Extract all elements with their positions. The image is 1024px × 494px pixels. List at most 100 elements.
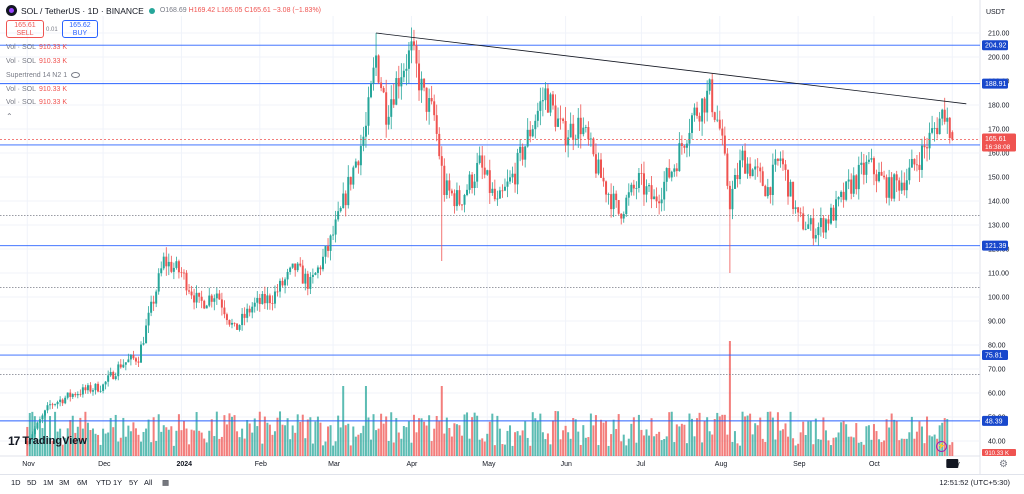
volume-bar — [653, 436, 656, 456]
indicator-legend-vol-3[interactable]: Vol · SOL 910.33 K — [6, 86, 67, 93]
candle-body — [883, 175, 886, 178]
gear-icon[interactable]: ⚙ — [999, 459, 1008, 470]
volume-bar — [751, 434, 754, 456]
indicator-legend-vol-2[interactable]: Vol · SOL 910.33 K — [6, 58, 67, 65]
sell-button[interactable]: 165.61 SELL — [6, 20, 44, 38]
candle-body — [567, 137, 570, 146]
candle-body — [198, 292, 201, 297]
level-price-tag[interactable] — [982, 415, 1008, 426]
volume-bar — [602, 422, 605, 456]
volume-bar — [236, 431, 239, 456]
candle-body — [31, 434, 34, 440]
timeframe-5y[interactable]: 5Y — [129, 478, 139, 487]
timeframe-1y[interactable]: 1Y — [113, 478, 123, 487]
candle-body — [377, 55, 380, 83]
level-price-tag[interactable] — [982, 40, 1008, 51]
y-tick-label: 170.00 — [988, 127, 1010, 134]
indicator-legend-vol-1[interactable]: Vol · SOL 910.33 K — [6, 44, 67, 51]
candle-body — [215, 293, 218, 299]
volume-price-label: 910.33 K — [985, 451, 1009, 457]
buy-price: 165.62 — [69, 22, 91, 29]
candle-body — [324, 246, 327, 257]
volume-bar — [316, 416, 319, 456]
x-tick-label: Aug — [715, 461, 728, 468]
volume-bar — [423, 421, 426, 456]
level-price-tag[interactable] — [982, 78, 1008, 89]
volume-bar — [38, 420, 41, 456]
last-price-tag[interactable] — [982, 133, 1016, 152]
candle-body — [559, 118, 562, 120]
volume-bar — [251, 432, 254, 456]
candle-body — [696, 107, 699, 116]
candle-body — [511, 173, 514, 178]
candle-body — [190, 291, 193, 296]
candle-body — [256, 297, 259, 303]
candle-body — [627, 192, 630, 198]
candle-body — [544, 88, 547, 101]
candle-body — [787, 169, 790, 197]
candle-body — [327, 246, 330, 251]
candle-body — [41, 415, 44, 420]
volume-bar — [160, 431, 163, 456]
candle-body — [180, 272, 183, 274]
candle-body — [359, 145, 362, 166]
candle-body — [850, 179, 853, 194]
timeframe-6m[interactable]: 6M — [77, 478, 88, 487]
level-price-tag[interactable] — [982, 350, 1008, 361]
volume-bar — [749, 413, 752, 456]
lightning-icon[interactable]: ⚡ — [936, 441, 947, 452]
volume-bar — [802, 421, 805, 456]
candle-body — [915, 164, 918, 166]
calendar-range-icon[interactable]: ▦ — [162, 478, 170, 487]
candle-body — [582, 127, 585, 135]
candle-body — [382, 88, 385, 93]
level-price-label: 204.92 — [985, 43, 1007, 50]
candle-body — [46, 405, 49, 411]
volume-bar — [577, 431, 580, 456]
volume-bar — [281, 424, 284, 456]
volume-bar — [852, 437, 855, 456]
candle-body — [306, 273, 309, 289]
candle-body — [890, 177, 893, 199]
candle-body — [486, 170, 489, 175]
candle-body — [370, 83, 373, 98]
candle-body — [749, 163, 752, 177]
timeframe-all[interactable]: All — [144, 478, 153, 487]
candle-body — [756, 166, 759, 168]
eye-icon[interactable] — [71, 72, 81, 79]
timeframe-1d[interactable]: 1D — [11, 478, 21, 487]
volume-bar — [526, 437, 529, 456]
timeframe-1m[interactable]: 1M — [43, 478, 54, 487]
symbol-title[interactable]: SOL / TetherUS · 1D · BINANCE — [21, 5, 144, 16]
volume-bar — [855, 423, 858, 456]
volume-bar — [112, 427, 115, 456]
volume-bar — [296, 414, 299, 456]
volume-bar — [718, 416, 721, 456]
candle-body — [380, 82, 383, 89]
candle-body — [564, 120, 567, 146]
level-price-tag[interactable] — [982, 240, 1008, 251]
candle-body — [589, 138, 592, 140]
y-tick-label: 150.00 — [988, 175, 1010, 182]
volume-bar — [182, 420, 185, 456]
volume-bar — [291, 425, 294, 456]
clock-display[interactable]: 12:51:52 (UTC+5:30) — [939, 478, 1010, 487]
buy-button[interactable]: 165.62 BUY — [62, 20, 98, 38]
currency-label[interactable]: USDT — [986, 9, 1006, 16]
volume-bar — [266, 422, 269, 456]
timeframe-ytd[interactable]: YTD — [96, 478, 111, 487]
resistance-trendline[interactable] — [376, 32, 967, 105]
volume-bar — [787, 436, 790, 456]
volume-bar — [663, 439, 666, 456]
volume-bar — [784, 423, 787, 456]
volume-bar — [688, 413, 691, 456]
volume-bar — [850, 436, 853, 456]
collapse-legend-icon[interactable]: ⌃ — [6, 112, 13, 121]
indicator-legend-vol-4[interactable]: Vol · SOL 910.33 K — [6, 99, 67, 106]
volume-bar — [733, 431, 736, 456]
timeframe-3m[interactable]: 3M — [59, 478, 70, 487]
candle-body — [309, 276, 312, 289]
timeframe-5d[interactable]: 5D — [27, 478, 37, 487]
indicator-legend-supertrend[interactable]: Supertrend 14 N2 1 — [6, 72, 81, 79]
